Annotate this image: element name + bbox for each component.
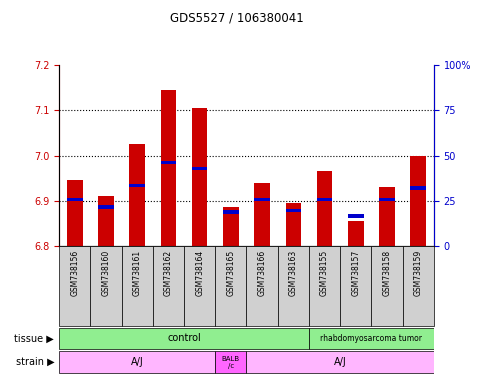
FancyBboxPatch shape (153, 246, 184, 326)
FancyBboxPatch shape (371, 246, 403, 326)
Bar (67, 198, 83, 201)
Bar (285, 209, 301, 212)
Bar (223, 210, 239, 214)
Bar (410, 186, 426, 190)
Text: GSM738157: GSM738157 (352, 250, 360, 296)
FancyBboxPatch shape (278, 246, 309, 326)
Bar (98, 205, 114, 209)
FancyBboxPatch shape (246, 246, 278, 326)
Text: BALB
/c: BALB /c (222, 356, 240, 369)
FancyBboxPatch shape (90, 246, 122, 326)
Bar (348, 221, 363, 246)
Text: GSM738166: GSM738166 (258, 250, 267, 296)
Text: strain ▶: strain ▶ (16, 357, 54, 367)
Bar (254, 182, 270, 246)
Text: A/J: A/J (334, 357, 347, 367)
Bar (67, 180, 83, 246)
Bar (98, 196, 114, 246)
FancyBboxPatch shape (215, 246, 246, 326)
Text: GSM738158: GSM738158 (383, 250, 391, 296)
Text: GSM738164: GSM738164 (195, 250, 204, 296)
Bar (285, 203, 301, 246)
Bar (254, 198, 270, 201)
Bar (379, 187, 395, 246)
Bar (223, 207, 239, 246)
Bar (410, 156, 426, 246)
FancyBboxPatch shape (340, 246, 371, 326)
Text: GSM738156: GSM738156 (70, 250, 79, 296)
Bar (161, 161, 176, 164)
Bar (317, 198, 332, 201)
Text: A/J: A/J (131, 357, 143, 367)
FancyBboxPatch shape (59, 328, 309, 349)
FancyBboxPatch shape (122, 246, 153, 326)
Bar (129, 184, 145, 187)
Text: GSM738162: GSM738162 (164, 250, 173, 296)
FancyBboxPatch shape (309, 328, 434, 349)
Text: tissue ▶: tissue ▶ (14, 333, 54, 343)
Text: GDS5527 / 106380041: GDS5527 / 106380041 (170, 12, 304, 25)
FancyBboxPatch shape (403, 246, 434, 326)
Text: GSM738159: GSM738159 (414, 250, 423, 296)
Bar (317, 171, 332, 246)
FancyBboxPatch shape (184, 246, 215, 326)
Bar (161, 90, 176, 246)
FancyBboxPatch shape (59, 246, 90, 326)
Text: GSM738165: GSM738165 (226, 250, 235, 296)
Text: GSM738161: GSM738161 (133, 250, 141, 296)
FancyBboxPatch shape (59, 351, 215, 373)
Text: control: control (167, 333, 201, 343)
FancyBboxPatch shape (215, 351, 246, 373)
Bar (192, 167, 208, 170)
Text: rhabdomyosarcoma tumor: rhabdomyosarcoma tumor (320, 334, 423, 343)
Bar (379, 198, 395, 201)
Text: GSM738155: GSM738155 (320, 250, 329, 296)
FancyBboxPatch shape (246, 351, 434, 373)
Bar (129, 144, 145, 246)
Text: GSM738163: GSM738163 (289, 250, 298, 296)
Bar (348, 214, 363, 218)
Text: GSM738160: GSM738160 (102, 250, 110, 296)
Bar (192, 108, 208, 246)
FancyBboxPatch shape (309, 246, 340, 326)
